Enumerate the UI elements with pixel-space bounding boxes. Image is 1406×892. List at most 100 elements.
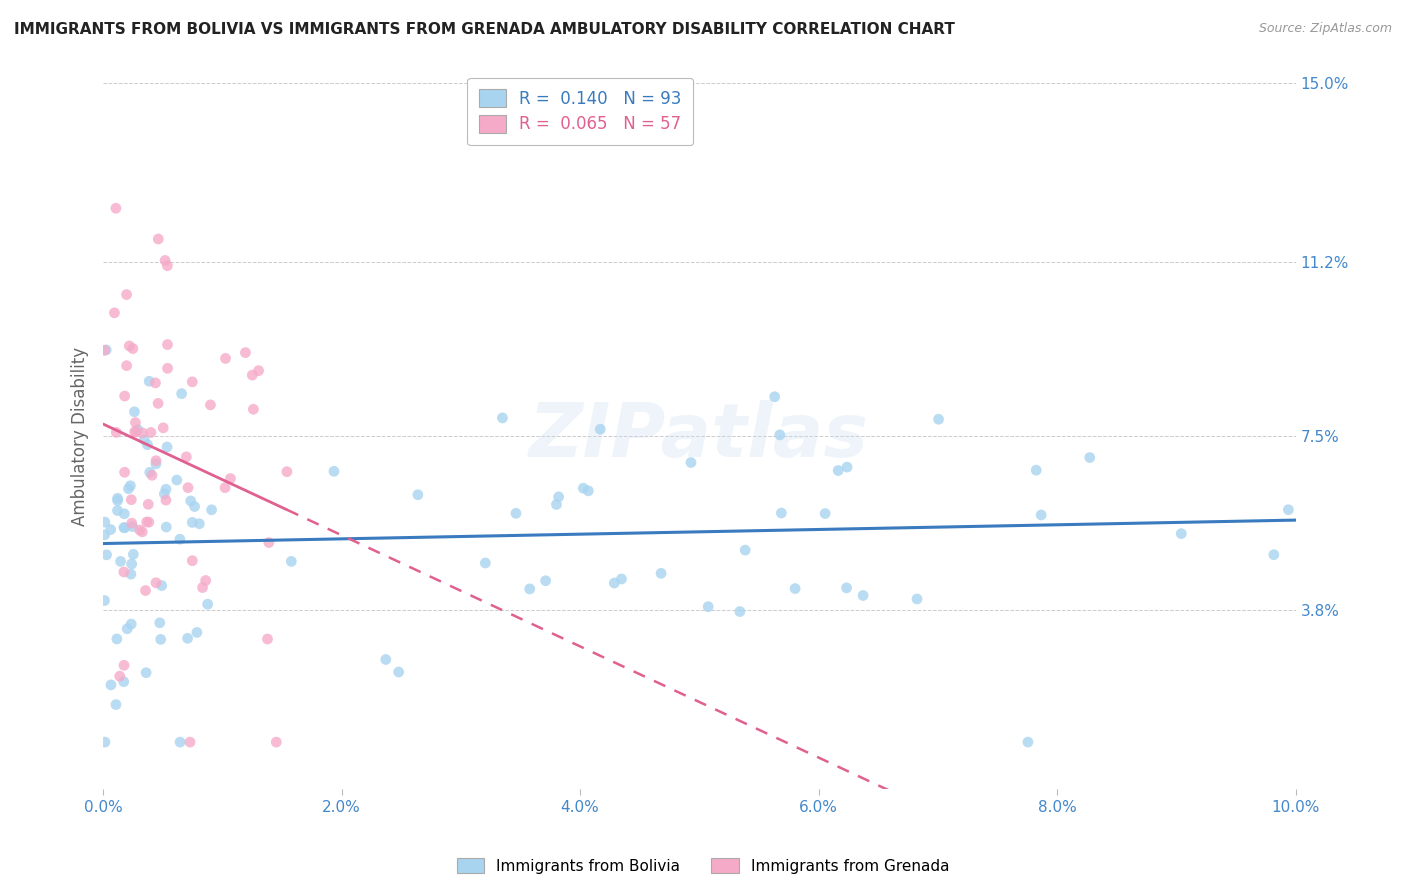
Point xyxy=(474,556,496,570)
Point xyxy=(115,287,138,301)
Point xyxy=(505,506,527,520)
Point xyxy=(155,482,177,496)
Point xyxy=(194,574,217,588)
Point xyxy=(186,625,208,640)
Point xyxy=(235,345,257,359)
Point xyxy=(603,576,626,591)
Point xyxy=(145,575,167,590)
Point xyxy=(121,519,143,533)
Point xyxy=(134,433,156,447)
Point xyxy=(728,605,751,619)
Point xyxy=(650,566,672,581)
Point xyxy=(734,543,756,558)
Point xyxy=(153,253,176,268)
Point xyxy=(572,481,595,495)
Point xyxy=(1277,502,1299,516)
Point xyxy=(122,547,145,561)
Point xyxy=(104,698,127,712)
Point xyxy=(814,507,837,521)
Point xyxy=(181,554,204,568)
Point xyxy=(491,411,513,425)
Point xyxy=(679,456,702,470)
Point xyxy=(139,466,162,480)
Point xyxy=(146,396,169,410)
Point xyxy=(264,735,287,749)
Point xyxy=(145,453,167,467)
Point xyxy=(827,464,849,478)
Point xyxy=(100,678,122,692)
Point xyxy=(114,389,136,403)
Point xyxy=(139,425,162,440)
Point xyxy=(127,423,149,437)
Point xyxy=(131,425,153,440)
Point xyxy=(112,565,135,579)
Point xyxy=(93,593,115,607)
Point xyxy=(785,582,807,596)
Point xyxy=(115,359,138,373)
Point xyxy=(835,460,858,475)
Point xyxy=(136,497,159,511)
Point xyxy=(156,440,179,454)
Point xyxy=(177,481,200,495)
Point xyxy=(169,735,191,749)
Point xyxy=(406,488,429,502)
Point xyxy=(128,523,150,537)
Text: IMMIGRANTS FROM BOLIVIA VS IMMIGRANTS FROM GRENADA AMBULATORY DISABILITY CORRELA: IMMIGRANTS FROM BOLIVIA VS IMMIGRANTS FR… xyxy=(14,22,955,37)
Legend: Immigrants from Bolivia, Immigrants from Grenada: Immigrants from Bolivia, Immigrants from… xyxy=(451,852,955,880)
Point xyxy=(121,342,143,356)
Point xyxy=(1017,735,1039,749)
Point xyxy=(166,473,188,487)
Point xyxy=(96,343,118,357)
Point xyxy=(1078,450,1101,465)
Point xyxy=(108,669,131,683)
Point xyxy=(149,615,172,630)
Point xyxy=(93,528,115,542)
Point xyxy=(214,481,236,495)
Point xyxy=(547,490,569,504)
Point xyxy=(105,425,128,440)
Point xyxy=(120,567,142,582)
Point xyxy=(240,368,263,383)
Point xyxy=(534,574,557,588)
Point xyxy=(769,428,792,442)
Point xyxy=(94,735,117,749)
Point xyxy=(125,425,148,439)
Point xyxy=(181,375,204,389)
Point xyxy=(138,374,160,388)
Point xyxy=(112,520,135,534)
Point xyxy=(388,665,411,679)
Point xyxy=(519,582,541,596)
Point xyxy=(114,465,136,479)
Point xyxy=(107,491,129,506)
Point xyxy=(197,597,219,611)
Point xyxy=(179,735,201,749)
Point xyxy=(94,515,117,529)
Point xyxy=(135,515,157,529)
Point xyxy=(96,548,118,562)
Point xyxy=(117,482,139,496)
Point xyxy=(1170,526,1192,541)
Point xyxy=(112,674,135,689)
Point xyxy=(121,557,143,571)
Point xyxy=(156,337,179,351)
Point xyxy=(100,523,122,537)
Point xyxy=(219,471,242,485)
Point xyxy=(852,589,875,603)
Point xyxy=(112,507,135,521)
Point xyxy=(276,465,298,479)
Point xyxy=(928,412,950,426)
Point xyxy=(610,572,633,586)
Legend: R =  0.140   N = 93, R =  0.065   N = 57: R = 0.140 N = 93, R = 0.065 N = 57 xyxy=(467,78,693,145)
Point xyxy=(110,554,132,568)
Point xyxy=(191,581,214,595)
Point xyxy=(170,386,193,401)
Point xyxy=(121,516,143,531)
Point xyxy=(124,425,146,439)
Point xyxy=(242,402,264,417)
Point xyxy=(153,487,176,501)
Point xyxy=(124,416,146,430)
Point xyxy=(120,492,142,507)
Text: ZIPatlas: ZIPatlas xyxy=(529,400,869,473)
Point xyxy=(905,591,928,606)
Point xyxy=(145,376,167,390)
